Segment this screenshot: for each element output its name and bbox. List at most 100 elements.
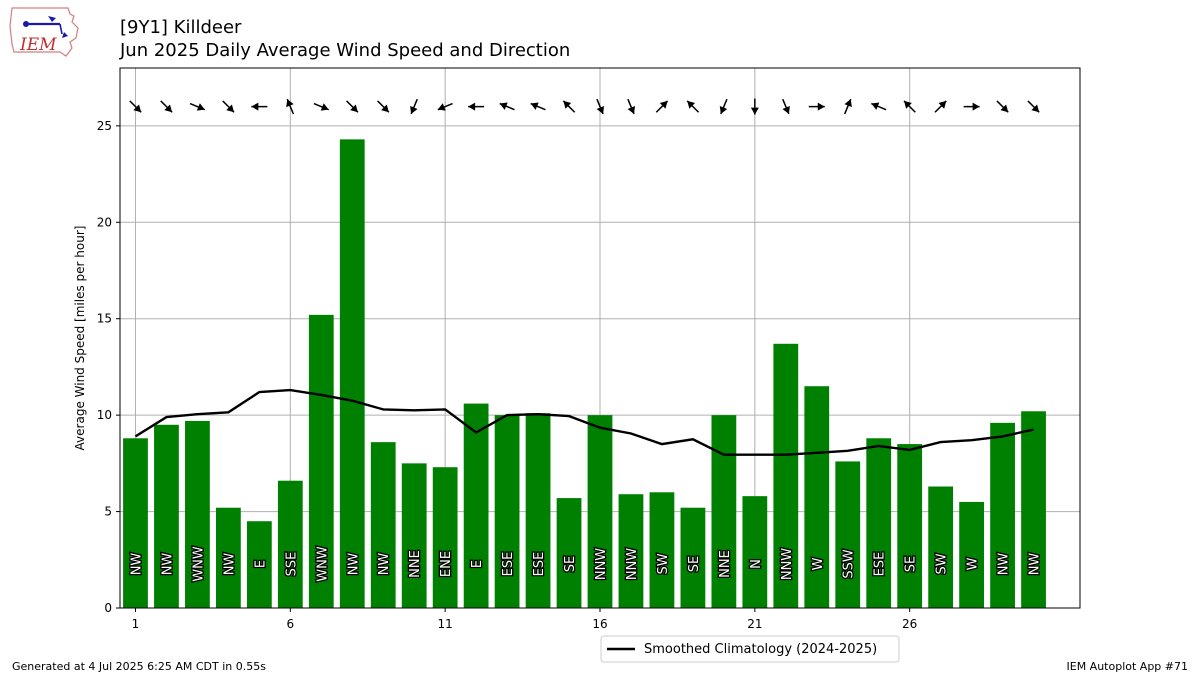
wind-bar xyxy=(154,424,179,608)
wind-bar xyxy=(928,486,954,608)
direction-label: SE xyxy=(904,556,919,572)
wind-bar xyxy=(123,438,148,608)
wind-arrow-head xyxy=(750,107,759,115)
wind-bar xyxy=(804,386,830,608)
direction-label: ENE xyxy=(439,551,454,577)
legend-label: Smoothed Climatology (2024-2025) xyxy=(644,642,877,657)
wind-arrows xyxy=(129,98,1040,115)
wind-bar xyxy=(246,521,272,608)
wind-bar xyxy=(370,442,396,608)
wind-arrow-head xyxy=(844,99,852,108)
direction-label: SW xyxy=(935,553,950,574)
direction-label: NW xyxy=(222,553,237,576)
iem-logo: IEM xyxy=(8,6,80,62)
direction-label: N xyxy=(749,559,764,569)
direction-label: SE xyxy=(563,556,578,572)
direction-label: E xyxy=(470,560,485,568)
direction-label: NW xyxy=(377,553,392,576)
direction-label: WNW xyxy=(315,546,330,582)
wind-arrow-head xyxy=(596,105,605,114)
direction-label: NNW xyxy=(780,548,795,580)
wind-arrow-head xyxy=(499,102,508,110)
wind-bar xyxy=(525,413,551,608)
footer-generated: Generated at 4 Jul 2025 6:25 AM CDT in 0… xyxy=(12,660,266,673)
y-tick-label: 20 xyxy=(97,215,112,229)
wind-bar xyxy=(463,403,489,608)
x-tick-label: 16 xyxy=(592,617,607,631)
direction-label: ESE xyxy=(532,552,547,577)
direction-label: SE xyxy=(687,556,702,572)
wind-arrow-head xyxy=(530,102,539,110)
wind-arrow-head xyxy=(251,102,259,111)
wind-arrow-head xyxy=(817,102,825,111)
direction-label: NNE xyxy=(718,550,733,578)
y-tick-label: 10 xyxy=(97,408,112,422)
chart-title: Jun 2025 Daily Average Wind Speed and Di… xyxy=(120,40,571,61)
direction-label: NNW xyxy=(594,548,609,580)
wind-arrow-head xyxy=(133,104,142,113)
y-tick-label: 5 xyxy=(104,505,112,519)
climatology-series xyxy=(134,388,1034,456)
wind-bar xyxy=(680,507,706,608)
x-tick-label: 21 xyxy=(747,617,762,631)
y-tick-label: 15 xyxy=(97,312,112,326)
wind-bar xyxy=(959,501,984,608)
direction-label: NW xyxy=(346,553,361,576)
direction-label: WNW xyxy=(191,546,206,582)
wind-bar xyxy=(587,415,613,608)
wind-arrow-head xyxy=(1000,104,1009,113)
wind-bar xyxy=(866,438,892,608)
direction-label: SSW xyxy=(842,549,857,579)
direction-label: NW xyxy=(129,553,144,576)
wind-arrow-head xyxy=(782,105,790,114)
y-axis-label: Average Wind Speed [miles per hour] xyxy=(73,226,87,451)
direction-label: SSE xyxy=(284,552,299,577)
wind-bar xyxy=(1021,411,1046,608)
wind-arrow-head xyxy=(659,100,668,109)
wind-bar xyxy=(711,415,737,608)
bars xyxy=(123,139,1046,608)
direction-label: NW xyxy=(997,553,1012,576)
wind-arrow-head xyxy=(938,100,947,109)
wind-bar xyxy=(339,139,365,608)
x-tick-label: 26 xyxy=(902,617,917,631)
wind-arrow-head xyxy=(871,102,880,110)
wind-bar xyxy=(308,314,334,608)
direction-label: ESE xyxy=(873,552,888,577)
wind-arrow-head xyxy=(468,102,476,111)
wind-bar xyxy=(990,422,1015,608)
wind-bar xyxy=(897,444,923,608)
y-tick-label: 0 xyxy=(104,601,112,615)
logo-text: IEM xyxy=(19,35,57,55)
wind-bar xyxy=(773,343,799,608)
wind-arrow-head xyxy=(972,102,980,111)
wind-arrow-head xyxy=(320,103,329,111)
wind-bar xyxy=(835,461,861,608)
wind-arrow-head xyxy=(286,99,294,108)
wind-arrow-head xyxy=(164,104,173,113)
wind-bar xyxy=(277,480,303,608)
legend-box xyxy=(600,635,900,663)
wind-arrow-head xyxy=(196,103,205,111)
wind-bar xyxy=(401,463,427,608)
direction-label: NNE xyxy=(408,550,423,578)
direction-label: NW xyxy=(1028,553,1043,576)
wind-arrow-head xyxy=(350,104,358,113)
y-tick-label: 25 xyxy=(97,119,112,133)
wind-arrow-head xyxy=(226,104,235,113)
legend: Smoothed Climatology (2024-2025) xyxy=(600,635,900,663)
direction-label: SW xyxy=(656,553,671,574)
x-tick-label: 11 xyxy=(438,617,453,631)
wind-arrow-head xyxy=(563,100,572,109)
wind-bar xyxy=(742,496,768,608)
wind-bar xyxy=(432,467,458,608)
wind-bar xyxy=(185,420,210,608)
direction-label: ESE xyxy=(501,552,516,577)
wind-bar xyxy=(216,507,241,608)
wind-bar xyxy=(494,415,520,608)
direction-label: W xyxy=(811,557,826,570)
direction-label: NNW xyxy=(625,548,640,580)
wind-arrow-head xyxy=(381,104,389,113)
